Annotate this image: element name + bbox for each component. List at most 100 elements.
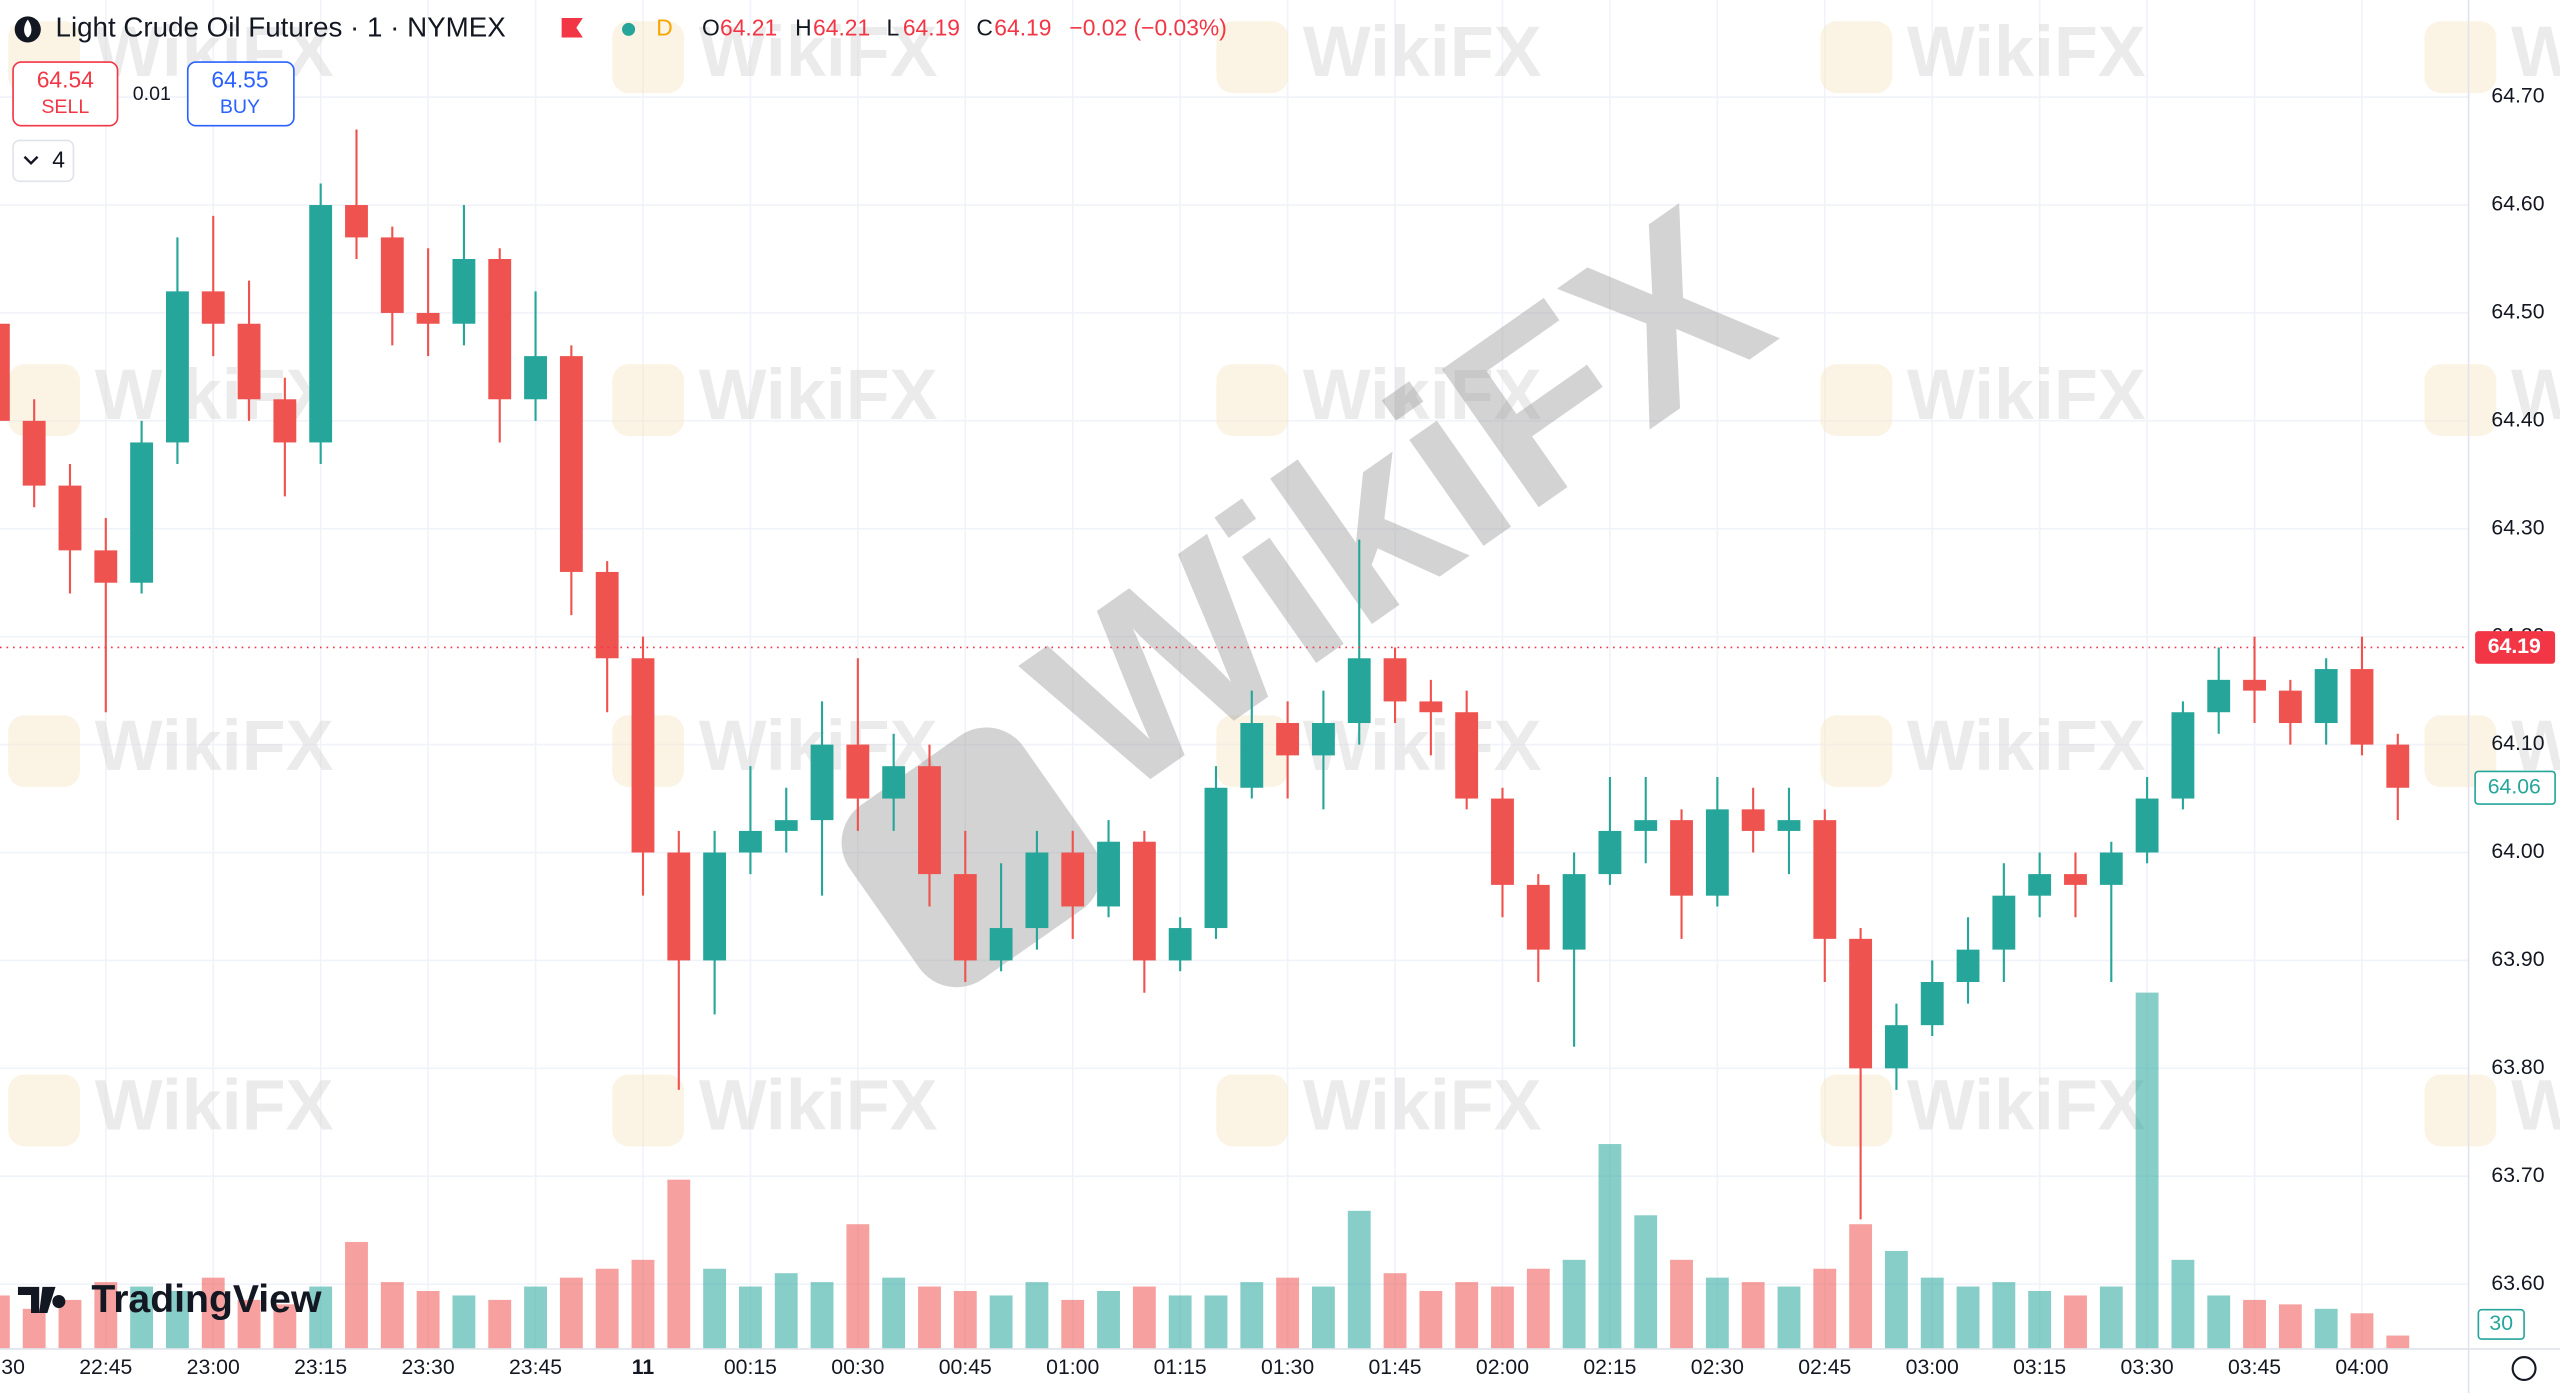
volume-bar bbox=[2028, 1291, 2052, 1349]
volume-bar bbox=[1240, 1282, 1264, 1349]
candle-body bbox=[882, 766, 906, 799]
volume-bar bbox=[416, 1291, 440, 1349]
volume-bar bbox=[94, 1282, 118, 1349]
watermark-icon bbox=[2424, 1074, 2497, 1147]
candle-body bbox=[2028, 874, 2052, 896]
volume-bar bbox=[22, 1308, 46, 1349]
candle-body bbox=[94, 550, 118, 583]
watermark-text: WikiFX bbox=[2511, 1065, 2560, 1145]
candle-body bbox=[1956, 949, 1980, 983]
x-tick-label: 02:30 bbox=[1691, 1356, 1744, 1379]
watermark-text: WikiFX bbox=[1303, 1065, 1542, 1145]
candle-body bbox=[2171, 712, 2195, 799]
candle-body bbox=[2350, 669, 2374, 745]
candle-body bbox=[1383, 658, 1407, 702]
volume-bar bbox=[631, 1259, 655, 1349]
open-value: 64.21 bbox=[720, 14, 777, 40]
indicators-count: 4 bbox=[52, 147, 65, 173]
watermark-text: WikiFX bbox=[699, 1065, 938, 1145]
x-tick-label: 22:45 bbox=[79, 1356, 132, 1379]
volume-bar bbox=[1383, 1273, 1407, 1349]
candle-body bbox=[452, 258, 476, 324]
volume-bar bbox=[452, 1295, 476, 1349]
volume-bar bbox=[1347, 1210, 1371, 1349]
volume-bar bbox=[130, 1286, 154, 1349]
candle-body bbox=[1311, 723, 1335, 756]
low-value: 64.19 bbox=[903, 14, 960, 40]
volume-bar bbox=[0, 1295, 10, 1349]
buy-label: BUY bbox=[220, 96, 260, 118]
candle-body bbox=[1705, 809, 1729, 896]
x-tick-label: 03:00 bbox=[1906, 1356, 1959, 1379]
close-value: 64.19 bbox=[994, 14, 1051, 40]
y-tick-label: 63.80 bbox=[2491, 1056, 2544, 1079]
watermarks: WikiFX WikiFX WikiFX WikiFX WikiFX WikiFX Wiki… bbox=[8, 12, 2560, 1147]
x-tick-label: 23:45 bbox=[509, 1356, 562, 1379]
watermark-icon bbox=[612, 21, 685, 94]
sell-label: SELL bbox=[41, 96, 89, 118]
x-tick-label: 23:00 bbox=[187, 1356, 240, 1379]
candle-body bbox=[2099, 852, 2123, 885]
candle-body bbox=[703, 852, 727, 961]
change-value: −0.02 (−0.03%) bbox=[1069, 14, 1226, 40]
buy-button[interactable] bbox=[186, 61, 295, 127]
status-dot bbox=[622, 22, 636, 36]
interval-badge: D bbox=[656, 14, 672, 40]
watermark-text: WikiFX bbox=[95, 1065, 334, 1145]
candle-body bbox=[130, 442, 154, 583]
x-tick-label: 01:15 bbox=[1154, 1356, 1207, 1379]
y-tick-label: 64.10 bbox=[2491, 732, 2544, 755]
candle-body bbox=[2243, 679, 2266, 691]
x-tick-label: 23:30 bbox=[402, 1356, 455, 1379]
candle-body bbox=[1240, 723, 1264, 788]
x-tick-label: 02:15 bbox=[1583, 1356, 1636, 1379]
volume-bar bbox=[703, 1268, 727, 1349]
volume-bar bbox=[237, 1299, 261, 1349]
watermark-text: WikiFX bbox=[95, 706, 334, 786]
watermark-icon bbox=[1820, 364, 1893, 437]
close-label: C bbox=[976, 14, 992, 40]
x-tick-label: 03:30 bbox=[2121, 1356, 2174, 1379]
sell-button[interactable] bbox=[12, 61, 119, 127]
candle-body bbox=[1849, 938, 1873, 1069]
x-tick-label: 01:30 bbox=[1261, 1356, 1314, 1379]
volume-bar bbox=[1741, 1282, 1765, 1349]
candle-body bbox=[22, 420, 46, 486]
candle-body bbox=[380, 237, 404, 313]
candle-body bbox=[1992, 895, 2016, 950]
watermark-icon bbox=[2424, 21, 2497, 94]
candle-body bbox=[58, 485, 82, 551]
candle-body bbox=[2314, 669, 2338, 724]
volume-bar bbox=[2314, 1308, 2338, 1349]
indicators-toggle[interactable] bbox=[12, 139, 75, 183]
watermark-text: WikiFX bbox=[1907, 12, 2146, 92]
watermark-text: WikiFX bbox=[2511, 12, 2560, 92]
volume-bar bbox=[1455, 1282, 1479, 1349]
volume-bar bbox=[273, 1304, 297, 1349]
y-tick-label: 63.60 bbox=[2491, 1272, 2544, 1295]
volume-bar bbox=[989, 1295, 1013, 1349]
volume-bar bbox=[953, 1291, 977, 1349]
high-label: H bbox=[795, 14, 811, 40]
watermark-text: WikiFX bbox=[1303, 706, 1542, 786]
watermark-icon bbox=[8, 1074, 80, 1147]
candle-body bbox=[631, 658, 655, 853]
candle-body bbox=[1097, 841, 1120, 907]
candle-body bbox=[1025, 852, 1049, 929]
volume-layer bbox=[0, 992, 2410, 1349]
candle-body bbox=[1526, 884, 1550, 950]
candle-body bbox=[1562, 874, 1586, 950]
volume-bar bbox=[1311, 1286, 1335, 1349]
x-tick-label: 22:30 bbox=[0, 1356, 25, 1379]
volume-bar bbox=[1061, 1299, 1085, 1349]
volume-bar bbox=[2350, 1313, 2374, 1349]
watermark-icon bbox=[8, 715, 80, 788]
watermark-icon bbox=[2424, 364, 2497, 437]
volume-bar bbox=[738, 1286, 762, 1349]
x-tick-label: 03:45 bbox=[2228, 1356, 2281, 1379]
candle-body bbox=[1455, 712, 1479, 799]
watermark-text: WikiFX bbox=[1303, 12, 1542, 92]
candle-body bbox=[345, 205, 368, 238]
settings-icon[interactable] bbox=[2511, 1356, 2537, 1381]
volume-bar bbox=[595, 1268, 619, 1349]
